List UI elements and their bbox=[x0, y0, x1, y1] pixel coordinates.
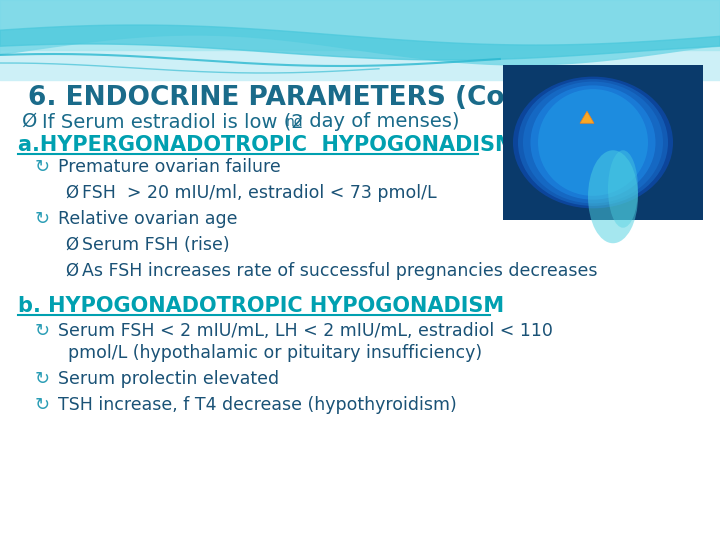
Text: Serum FSH (rise): Serum FSH (rise) bbox=[82, 236, 230, 254]
Text: Ø: Ø bbox=[65, 236, 78, 254]
Text: b. HYPOGONADOTROPIC HYPOGONADISM: b. HYPOGONADOTROPIC HYPOGONADISM bbox=[18, 296, 504, 316]
Text: Ø: Ø bbox=[22, 112, 37, 131]
Polygon shape bbox=[580, 111, 594, 123]
Text: As FSH increases rate of successful pregnancies decreases: As FSH increases rate of successful preg… bbox=[82, 262, 598, 280]
Text: day of menses): day of menses) bbox=[303, 112, 459, 131]
Ellipse shape bbox=[608, 150, 638, 228]
Text: ↻: ↻ bbox=[35, 322, 50, 340]
Text: pmol/L (hypothalamic or pituitary insufficiency): pmol/L (hypothalamic or pituitary insuff… bbox=[68, 344, 482, 362]
Text: ↻: ↻ bbox=[35, 158, 50, 176]
Text: ↻: ↻ bbox=[35, 210, 50, 228]
Text: Serum FSH < 2 mIU/mL, LH < 2 mIU/mL, estradiol < 110: Serum FSH < 2 mIU/mL, LH < 2 mIU/mL, est… bbox=[58, 322, 553, 340]
Text: nd: nd bbox=[286, 115, 304, 129]
Ellipse shape bbox=[513, 77, 673, 208]
Text: TSH increase, f T4 decrease (hypothyroidism): TSH increase, f T4 decrease (hypothyroid… bbox=[58, 396, 456, 414]
Ellipse shape bbox=[588, 150, 638, 243]
Text: Serum prolectin elevated: Serum prolectin elevated bbox=[58, 370, 279, 388]
Text: 6. ENDOCRINE PARAMETERS (Cont): 6. ENDOCRINE PARAMETERS (Cont) bbox=[28, 85, 548, 111]
Text: ↻: ↻ bbox=[35, 370, 50, 388]
Text: Premature ovarian failure: Premature ovarian failure bbox=[58, 158, 281, 176]
Text: Relative ovarian age: Relative ovarian age bbox=[58, 210, 238, 228]
Text: a.HYPERGONADOTROPIC  HYPOGONADISM: a.HYPERGONADOTROPIC HYPOGONADISM bbox=[18, 135, 516, 155]
Text: If Serum estradiol is low (2: If Serum estradiol is low (2 bbox=[42, 112, 304, 131]
Ellipse shape bbox=[523, 82, 663, 204]
Bar bbox=[503, 65, 703, 220]
Text: ↻: ↻ bbox=[35, 396, 50, 414]
Text: Ø: Ø bbox=[65, 184, 78, 202]
Text: Ø: Ø bbox=[65, 262, 78, 280]
Text: FSH  > 20 mIU/ml, estradiol < 73 pmol/L: FSH > 20 mIU/ml, estradiol < 73 pmol/L bbox=[82, 184, 436, 202]
Ellipse shape bbox=[531, 85, 655, 200]
Ellipse shape bbox=[538, 89, 648, 196]
Ellipse shape bbox=[518, 79, 668, 206]
